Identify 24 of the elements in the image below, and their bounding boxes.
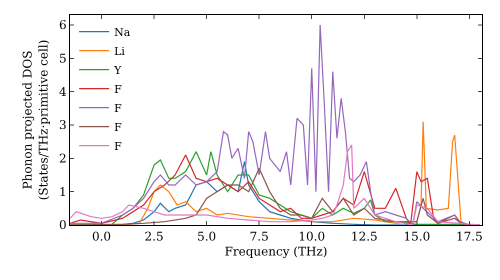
y-tick-label: 5 <box>58 52 67 66</box>
x-tick-label: 10.0 <box>298 229 326 244</box>
x-tick-label: 12.5 <box>350 229 378 244</box>
legend-label: Na <box>114 26 131 39</box>
x-tick-label: 17.5 <box>456 229 483 244</box>
legend-label: F <box>114 140 122 153</box>
y-tick-label: 6 <box>58 18 67 32</box>
legend-label: F <box>114 102 122 115</box>
y-tick-label: 1 <box>58 184 67 199</box>
y-axis-title: Phonon projected DOS (States/THz·primitive cell) <box>20 40 50 200</box>
y-tick-label: 4 <box>58 84 67 99</box>
x-tick-label: 0.0 <box>92 229 112 244</box>
y-tick-label: 2 <box>58 152 67 166</box>
y-tick-label: 3 <box>58 118 67 132</box>
legend-label: Y <box>113 64 122 77</box>
y-tick-label: 0 <box>58 218 67 232</box>
legend-label: F <box>114 82 122 96</box>
x-tick-label: 15.0 <box>403 229 430 244</box>
x-tick-label: 5.0 <box>197 229 216 244</box>
x-tick-label: 7.5 <box>250 229 269 244</box>
legend-label: Li <box>114 44 126 58</box>
x-axis-title: Frequency (THz) <box>224 244 328 258</box>
x-tick-label: 2.5 <box>144 229 164 244</box>
legend-label: F <box>114 120 122 134</box>
